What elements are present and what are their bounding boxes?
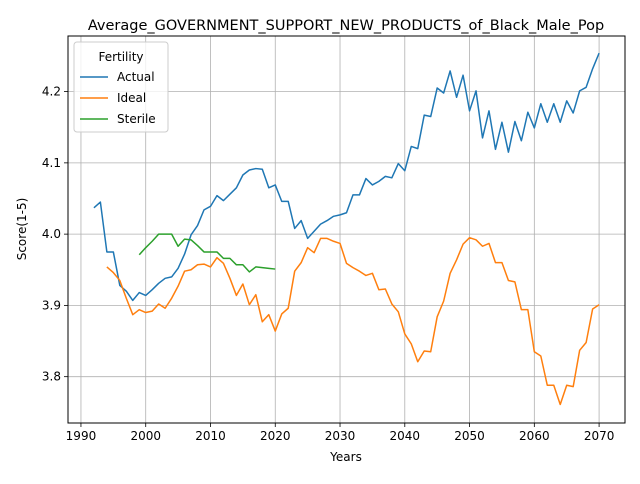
x-tick-label: 2060 (519, 429, 550, 443)
legend-label-sterile: Sterile (117, 112, 156, 126)
y-tick-label: 4.2 (42, 85, 61, 99)
legend-title: Fertility (98, 50, 143, 64)
x-tick-label: 2030 (325, 429, 356, 443)
legend-label-actual: Actual (117, 70, 155, 84)
y-tick-label: 4.1 (42, 156, 61, 170)
x-axis-label: Years (329, 450, 362, 464)
x-tick-label: 2050 (454, 429, 485, 443)
y-tick-label: 3.9 (42, 298, 61, 312)
y-tick-label: 3.8 (42, 370, 61, 384)
y-axis-label: Score(1-5) (15, 198, 29, 261)
legend: Fertility Actual Ideal Sterile (73, 41, 169, 133)
axis-ticks: 1990 2000 2010 2020 2030 2040 2050 2060 2070 3.8 3… (42, 85, 614, 443)
x-tick-label: 2040 (390, 429, 421, 443)
chart-title: Average_GOVERNMENT_SUPPORT_NEW_PRODUCTS_… (88, 18, 604, 34)
series-line-actual (93, 52, 600, 302)
legend-box (73, 41, 169, 133)
plot-frame (67, 35, 626, 424)
y-tick-label: 4.0 (42, 227, 61, 241)
x-tick-label: 2020 (260, 429, 291, 443)
grid (68, 36, 625, 423)
series-lines (93, 52, 600, 406)
x-tick-label: 2000 (130, 429, 161, 443)
series-line-ideal (106, 236, 600, 406)
x-tick-label: 2010 (195, 429, 226, 443)
x-tick-label: 2070 (584, 429, 615, 443)
legend-label-ideal: Ideal (117, 91, 146, 105)
series-line-sterile (138, 233, 276, 273)
x-tick-label: 1990 (66, 429, 97, 443)
